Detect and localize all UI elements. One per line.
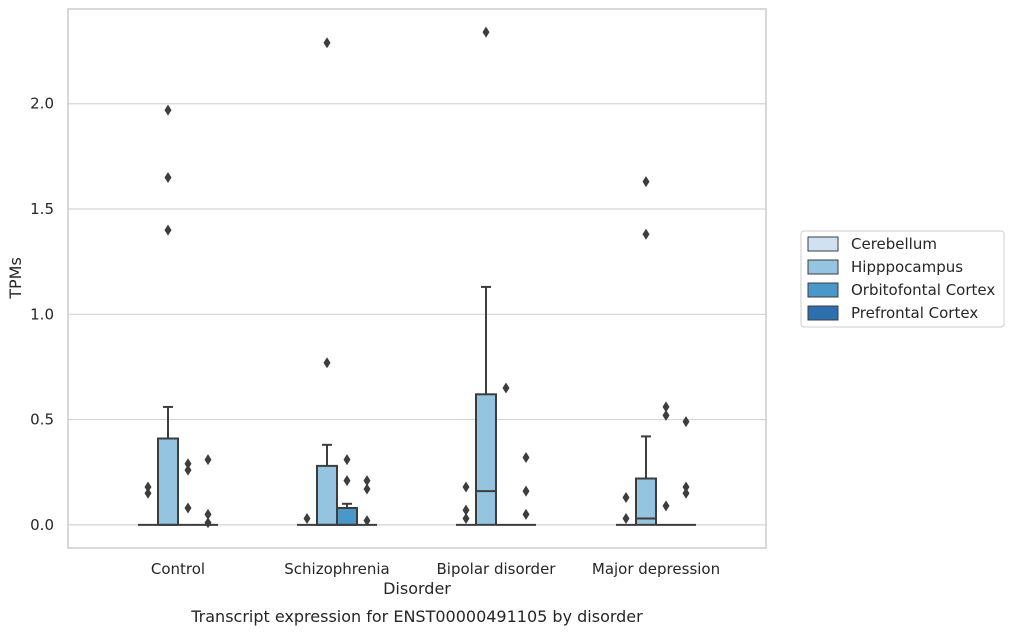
y-tick-label: 1.5	[30, 200, 54, 218]
legend-label: Prefrontal Cortex	[851, 304, 978, 322]
x-tick-label: Control	[151, 560, 205, 578]
outlier-point	[204, 454, 212, 466]
outlier-point	[164, 171, 172, 183]
box-body	[635, 477, 657, 526]
box-group	[456, 481, 476, 526]
outlier-point	[363, 515, 371, 527]
outlier-point	[502, 382, 510, 394]
box-group	[297, 513, 317, 526]
x-tick-label: Schizophrenia	[284, 560, 389, 578]
outlier-point	[682, 416, 690, 428]
box-group	[198, 454, 218, 529]
legend-swatch	[807, 259, 839, 275]
box-group	[496, 382, 516, 526]
box-group	[357, 475, 377, 527]
outlier-point	[184, 502, 192, 514]
legend-swatch	[807, 282, 839, 298]
outlier-point	[144, 481, 152, 493]
box-group	[676, 416, 696, 526]
box-plot-marks	[138, 26, 696, 529]
box-group	[635, 176, 657, 526]
outlier-point	[184, 464, 192, 476]
outlier-point	[642, 176, 650, 188]
box-group	[157, 104, 179, 526]
outlier-point	[622, 491, 630, 503]
y-tick-label: 1.0	[30, 305, 54, 323]
outlier-point	[343, 454, 351, 466]
outlier-point	[662, 500, 670, 512]
outlier-point	[164, 104, 172, 116]
box-body	[475, 393, 497, 526]
x-tick-label: Bipolar disorder	[437, 560, 557, 578]
outlier-point	[622, 513, 630, 525]
box-group	[336, 454, 358, 526]
legend-label: Hipppocampus	[851, 258, 963, 276]
y-tick-label: 2.0	[30, 95, 54, 113]
box-group	[616, 491, 636, 526]
outlier-point	[323, 37, 331, 49]
box-group	[316, 37, 338, 526]
outlier-point	[164, 224, 172, 236]
box-group	[178, 458, 198, 526]
legend: Cerebellum Hipppocampus Orbitofontal Corte…	[800, 230, 1005, 328]
y-tick-label: 0.0	[30, 516, 54, 534]
y-tick-label: 0.5	[30, 411, 54, 429]
box-group	[516, 451, 536, 526]
outlier-point	[363, 475, 371, 487]
x-axis-title: Disorder	[383, 579, 451, 598]
x-axis-ticks: Control Schizophrenia Bipolar disorder Majo…	[151, 560, 720, 578]
outlier-point	[343, 475, 351, 487]
box-body	[157, 437, 179, 526]
outlier-point	[184, 458, 192, 470]
outlier-point	[662, 409, 670, 421]
outlier-point	[462, 513, 470, 525]
outlier-point	[462, 481, 470, 493]
outlier-point	[363, 483, 371, 495]
box-body	[316, 464, 338, 526]
chart-title: Transcript expression for ENST0000049110…	[190, 607, 643, 626]
box-group	[475, 26, 497, 526]
legend-label: Orbitofontal Cortex	[851, 281, 995, 299]
legend-swatch	[807, 305, 839, 321]
y-axis-title: TPMs	[6, 257, 25, 300]
plot-area-frame	[67, 8, 767, 549]
outlier-point	[204, 508, 212, 520]
outlier-point	[144, 487, 152, 499]
box-group	[656, 401, 676, 526]
y-axis-ticks: 0.0 0.5 1.0 1.5 2.0	[30, 95, 54, 534]
outlier-point	[482, 26, 490, 38]
outlier-point	[303, 513, 311, 525]
legend-label: Cerebellum	[851, 235, 937, 253]
outlier-point	[522, 485, 530, 497]
box-body	[336, 506, 358, 526]
outlier-point	[642, 228, 650, 240]
outlier-point	[682, 481, 690, 493]
legend-swatch	[807, 236, 839, 252]
x-tick-label: Major depression	[592, 560, 720, 578]
outlier-point	[462, 504, 470, 516]
outlier-point	[522, 451, 530, 463]
box-group	[138, 481, 158, 526]
outlier-point	[522, 508, 530, 520]
outlier-point	[323, 357, 331, 369]
outlier-point	[204, 517, 212, 529]
legend-frame	[800, 230, 1005, 328]
outlier-point	[662, 401, 670, 413]
outlier-point	[682, 487, 690, 499]
